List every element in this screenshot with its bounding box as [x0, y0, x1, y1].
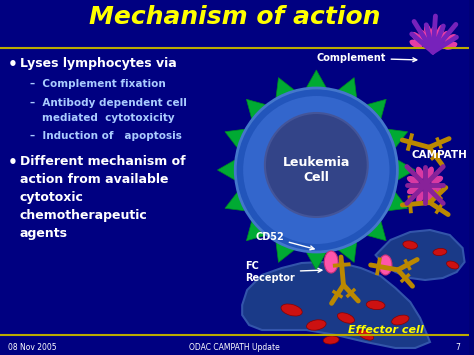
Polygon shape [246, 214, 273, 241]
Polygon shape [275, 78, 300, 105]
Ellipse shape [433, 248, 447, 256]
Ellipse shape [324, 251, 338, 273]
Ellipse shape [424, 24, 431, 38]
Circle shape [243, 96, 390, 244]
Text: action from available: action from available [20, 173, 168, 186]
Text: Leukemia
Cell: Leukemia Cell [283, 156, 350, 184]
Ellipse shape [437, 24, 445, 38]
Text: –  Induction of   apoptosis: – Induction of apoptosis [30, 131, 182, 141]
Ellipse shape [411, 32, 422, 43]
Polygon shape [275, 235, 300, 262]
Polygon shape [225, 186, 252, 212]
Text: Mechanism of action: Mechanism of action [89, 5, 380, 29]
Text: Different mechanism of: Different mechanism of [20, 155, 185, 168]
Ellipse shape [416, 167, 424, 179]
Polygon shape [225, 128, 252, 154]
Ellipse shape [358, 330, 374, 340]
Text: cytotoxic: cytotoxic [20, 191, 83, 204]
Circle shape [235, 88, 397, 252]
Ellipse shape [431, 186, 443, 194]
Ellipse shape [444, 42, 457, 50]
Ellipse shape [407, 186, 419, 194]
Ellipse shape [447, 261, 459, 269]
Polygon shape [360, 214, 386, 241]
Text: mediated  cytotoxicity: mediated cytotoxicity [42, 113, 174, 123]
Ellipse shape [379, 255, 392, 275]
Ellipse shape [410, 40, 422, 48]
Polygon shape [218, 156, 241, 184]
Ellipse shape [403, 241, 418, 249]
Text: –  Antibody dependent cell: – Antibody dependent cell [30, 98, 187, 108]
Text: Effector cell: Effector cell [347, 325, 423, 335]
Text: ODAC CAMPATH Update: ODAC CAMPATH Update [189, 343, 280, 351]
Polygon shape [332, 78, 357, 105]
Text: Lyses lymphocytes via: Lyses lymphocytes via [20, 57, 176, 70]
Ellipse shape [407, 176, 419, 184]
Ellipse shape [337, 313, 355, 323]
Ellipse shape [323, 336, 339, 344]
Ellipse shape [416, 191, 424, 203]
Text: CD52: CD52 [255, 232, 314, 250]
Ellipse shape [281, 304, 302, 316]
Polygon shape [332, 235, 357, 262]
Polygon shape [360, 99, 386, 126]
Text: FC
Receptor: FC Receptor [245, 261, 322, 283]
Ellipse shape [430, 26, 438, 40]
Polygon shape [380, 128, 408, 154]
Text: chemotherapeutic: chemotherapeutic [20, 209, 147, 222]
Text: •: • [8, 57, 18, 72]
Polygon shape [303, 70, 330, 94]
Circle shape [265, 113, 368, 217]
Polygon shape [375, 230, 465, 280]
Polygon shape [246, 99, 273, 126]
Polygon shape [303, 246, 330, 270]
Polygon shape [242, 262, 430, 348]
Ellipse shape [419, 29, 428, 42]
Ellipse shape [307, 320, 326, 330]
Ellipse shape [426, 166, 434, 179]
Polygon shape [391, 156, 415, 184]
Text: 08 Nov 2005: 08 Nov 2005 [8, 343, 56, 351]
Text: Complement: Complement [316, 53, 417, 63]
Text: agents: agents [20, 227, 68, 240]
Text: –  Complement fixation: – Complement fixation [30, 79, 165, 89]
Polygon shape [380, 186, 408, 212]
Text: •: • [8, 155, 18, 170]
Ellipse shape [445, 34, 456, 44]
Ellipse shape [392, 315, 409, 325]
Ellipse shape [431, 176, 443, 184]
Text: CAMPATH: CAMPATH [412, 150, 468, 160]
Ellipse shape [366, 300, 385, 310]
Ellipse shape [426, 191, 434, 203]
Ellipse shape [439, 31, 449, 43]
Text: 7: 7 [456, 343, 461, 351]
